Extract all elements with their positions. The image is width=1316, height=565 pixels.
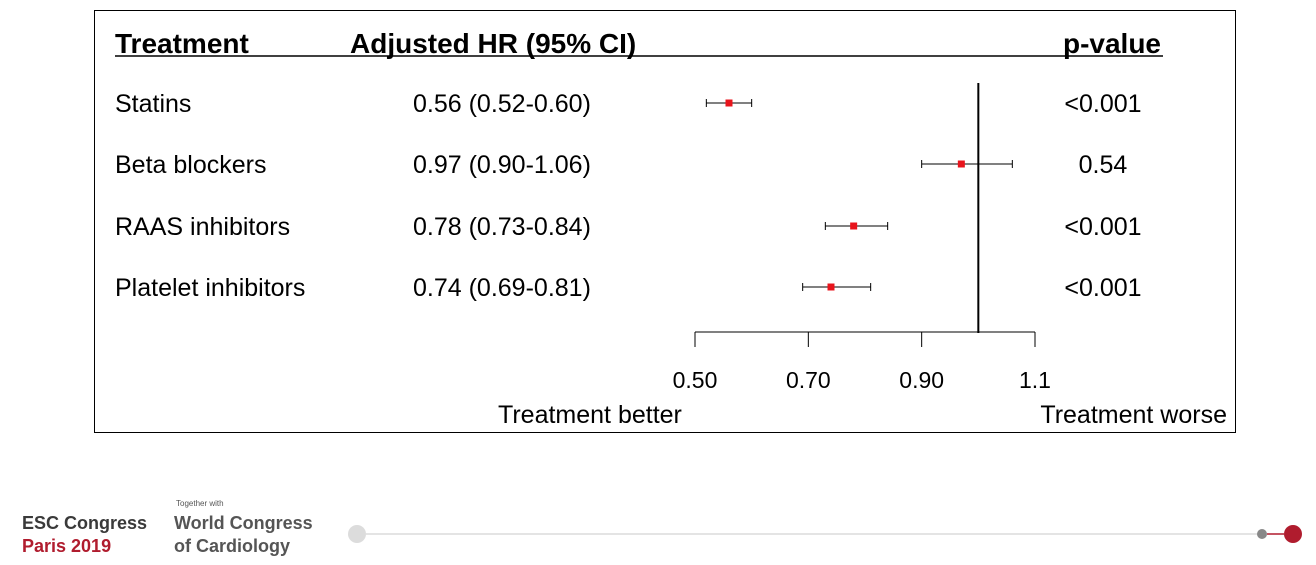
row-treatment-label: Platelet inhibitors (115, 274, 305, 302)
cardiology-label: of Cardiology (174, 536, 290, 556)
hr-point-marker (725, 99, 733, 107)
header-p-value: p-value (1063, 28, 1161, 59)
treatment-worse-label: Treatment worse (1040, 401, 1227, 429)
row-p-value: 0.54 (1079, 151, 1128, 179)
x-tick-label: 0.50 (673, 367, 718, 393)
hr-point-marker (957, 160, 965, 168)
forest-plot: Treatment Adjusted HR (95% CI) p-value Stat… (115, 28, 1227, 429)
hr-point-marker (850, 222, 858, 230)
esc-congress-label: ESC Congress (22, 513, 148, 533)
treatment-better-label: Treatment better (498, 401, 682, 429)
header-treatment: Treatment (115, 28, 249, 59)
esc-year-label: Paris 2019 (22, 536, 112, 556)
row-hr-ci-label: 0.56 (0.52-0.60) (413, 90, 591, 118)
row-hr-ci-label: 0.78 (0.73-0.84) (413, 213, 591, 241)
row-p-value: <0.001 (1064, 213, 1141, 241)
row-treatment-label: Beta blockers (115, 151, 266, 179)
footer-red-dot (1284, 525, 1302, 543)
footer-gray-dot (1257, 529, 1267, 539)
row-p-value: <0.001 (1064, 90, 1141, 118)
forest-plot-frame: Treatment Adjusted HR (95% CI) p-value Stat… (94, 10, 1236, 433)
x-tick-label: 1.1 (1019, 367, 1051, 393)
together-with-label: Together with (176, 499, 224, 508)
row-treatment-label: Statins (115, 90, 191, 118)
hr-point-marker (827, 283, 835, 291)
row-treatment-label: RAAS inhibitors (115, 213, 290, 241)
row-p-value: <0.001 (1064, 274, 1141, 302)
world-congress-label: World Congress (174, 513, 313, 533)
x-tick-label: 0.70 (786, 367, 831, 393)
row-hr-ci-label: 0.97 (0.90-1.06) (413, 151, 591, 179)
x-tick-label: 0.90 (899, 367, 944, 393)
footer-start-dot (348, 525, 366, 543)
row-hr-ci-label: 0.74 (0.69-0.81) (413, 274, 591, 302)
header-adjusted-hr: Adjusted HR (95% CI) (350, 28, 636, 59)
